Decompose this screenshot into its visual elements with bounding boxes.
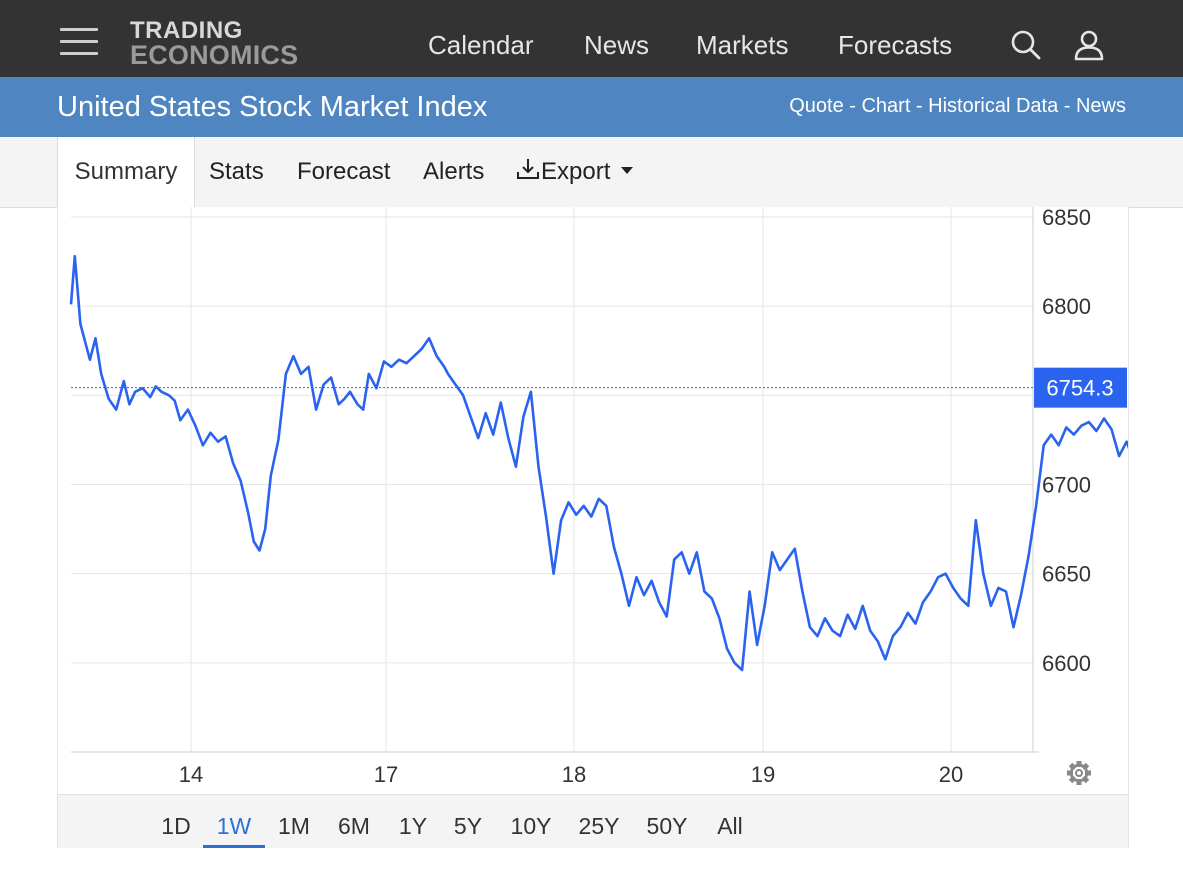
link-quote[interactable]: Quote: [789, 95, 844, 117]
gear-ring: [1069, 763, 1089, 783]
tab-forecast[interactable]: Forecast: [297, 158, 391, 185]
stock-index-chart[interactable]: 66006650670067506800685014171819206754.3: [58, 207, 1128, 794]
x-tick-label: 17: [374, 762, 398, 787]
y-tick-label: 6700: [1042, 473, 1091, 498]
download-icon: [517, 159, 539, 179]
x-tick-label: 14: [179, 762, 203, 787]
search-icon[interactable]: [1010, 28, 1042, 62]
range-1d[interactable]: 1D: [161, 813, 191, 839]
range-all[interactable]: All: [717, 813, 743, 839]
last-value-label: 6754.3: [1046, 376, 1113, 401]
link-separator: -: [910, 95, 929, 117]
series-line: [69, 254, 1128, 672]
x-tick-label: 19: [751, 762, 775, 787]
tab-stats[interactable]: Stats: [209, 158, 264, 185]
user-icon[interactable]: [1072, 28, 1106, 62]
nav-markets[interactable]: Markets: [696, 30, 789, 60]
range-10y[interactable]: 10Y: [510, 813, 552, 839]
gear-icon[interactable]: [1067, 761, 1091, 785]
range-1m[interactable]: 1M: [278, 813, 310, 839]
caret-down-icon: [621, 167, 634, 174]
tab-alerts[interactable]: Alerts: [423, 158, 485, 185]
range-1y[interactable]: 1Y: [398, 813, 428, 839]
link-separator: -: [843, 95, 862, 117]
logo-line-2: ECONOMICS: [130, 40, 299, 70]
range-selector: 1D 1W 1M 6M 1Y 5Y 10Y 25Y 50Y All: [58, 794, 1128, 848]
nav-calendar[interactable]: Calendar: [428, 30, 534, 60]
export-label: Export: [541, 158, 611, 185]
nav-news[interactable]: News: [584, 30, 650, 60]
y-tick-label: 6600: [1042, 651, 1091, 676]
range-1w[interactable]: 1W: [203, 795, 265, 848]
site-logo[interactable]: TRADING ECONOMICS: [130, 18, 320, 70]
section-links: Quote - Chart - Historical Data - News: [789, 93, 1126, 119]
range-50y[interactable]: 50Y: [646, 813, 688, 839]
range-5y[interactable]: 5Y: [453, 813, 483, 839]
export-dropdown[interactable]: Export: [515, 137, 635, 207]
chart-container: 66006650670067506800685014171819206754.3…: [57, 207, 1129, 848]
last-value-badge: [1034, 367, 1127, 408]
y-tick-label: 6650: [1042, 562, 1091, 587]
tab-summary[interactable]: Summary: [57, 137, 195, 208]
range-25y[interactable]: 25Y: [578, 813, 620, 839]
y-tick-label: 6850: [1042, 207, 1091, 230]
range-6m[interactable]: 6M: [338, 813, 370, 839]
link-historical-data[interactable]: Historical Data: [928, 95, 1059, 117]
title-bar: United States Stock Market Index Quote -…: [0, 77, 1183, 137]
link-chart[interactable]: Chart: [861, 95, 911, 117]
x-tick-label: 20: [939, 762, 963, 787]
gear-hub: [1075, 769, 1083, 777]
nav-forecasts[interactable]: Forecasts: [838, 30, 953, 60]
x-tick-label: 18: [562, 762, 586, 787]
menu-icon[interactable]: [60, 28, 98, 56]
y-tick-label: 6800: [1042, 294, 1091, 319]
tab-bar: Summary Stats Forecast Alerts Export: [0, 137, 1183, 208]
logo-line-1: TRADING: [130, 17, 243, 44]
page-title: United States Stock Market Index: [57, 91, 488, 123]
top-navigation-bar: TRADING ECONOMICS Calendar News Markets …: [0, 0, 1183, 77]
link-separator: -: [1058, 95, 1076, 117]
link-news[interactable]: News: [1075, 95, 1126, 117]
